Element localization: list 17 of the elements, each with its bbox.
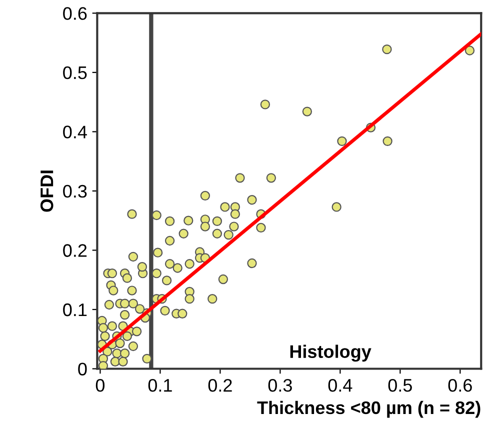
x-tick-label: 0.4 xyxy=(328,378,352,392)
x-tick-label: 0.2 xyxy=(208,378,232,392)
annotation: Histology xyxy=(290,344,372,362)
y-axis-title: OFDI xyxy=(40,170,54,212)
y-tick-label: 0.1 xyxy=(63,303,87,316)
y-tick-label: 0.3 xyxy=(63,184,87,198)
y-tick-label: 0 xyxy=(78,362,87,376)
x-tick-label: 0.1 xyxy=(148,378,172,392)
y-tick-label: 0.4 xyxy=(63,126,87,138)
x-tick-label: 0 xyxy=(96,378,105,392)
y-tick-label: 0.5 xyxy=(63,66,87,80)
x-tick-label: 0.3 xyxy=(268,378,292,392)
x-tick-label: 0.6 xyxy=(448,378,472,392)
y-tick-label: 0.6 xyxy=(63,7,87,20)
y-tick-label: 0.2 xyxy=(63,244,87,257)
x-tick-label: 0.5 xyxy=(388,378,412,392)
x-axis-title: Thickness <80 µm (n = 82) xyxy=(257,400,480,418)
